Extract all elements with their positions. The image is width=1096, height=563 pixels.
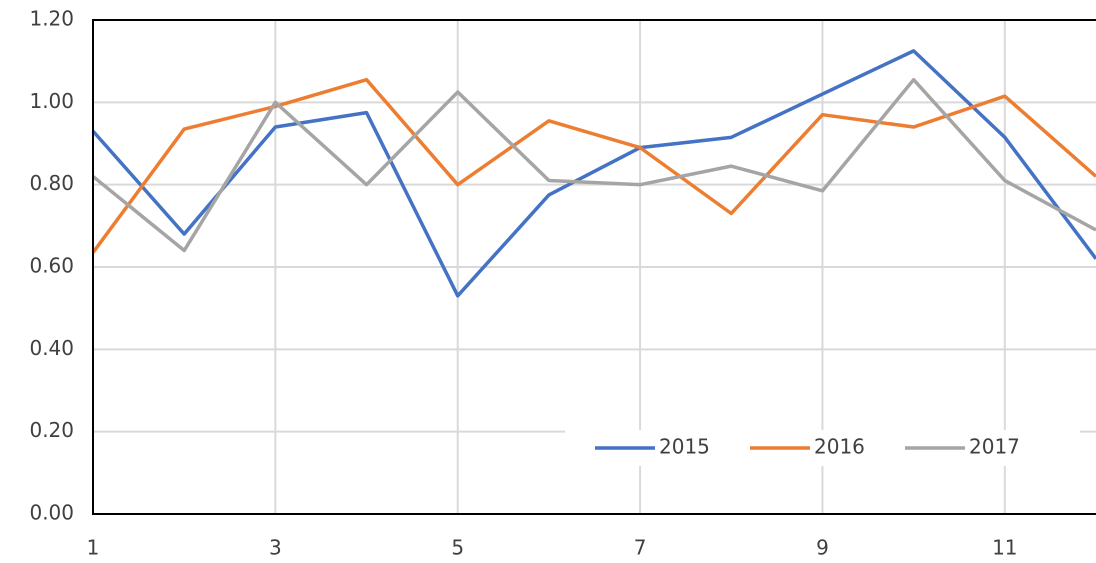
y-tick-label: 0.80 bbox=[29, 171, 74, 195]
y-tick-label: 0.60 bbox=[29, 254, 74, 278]
series-line bbox=[91, 49, 1096, 298]
legend-label: 2016 bbox=[814, 435, 865, 459]
y-tick-label: 0.20 bbox=[29, 418, 74, 442]
y-tick-label: 0.40 bbox=[29, 336, 74, 360]
y-tick-label: 1.00 bbox=[29, 89, 74, 113]
x-tick-label: 9 bbox=[816, 536, 829, 560]
x-tick-label: 11 bbox=[992, 536, 1017, 560]
x-tick-label: 7 bbox=[634, 536, 647, 560]
y-tick-label: 0.00 bbox=[29, 501, 74, 525]
x-tick-label: 3 bbox=[269, 536, 282, 560]
legend: 2015 2016 2017 bbox=[565, 430, 1080, 466]
series-line bbox=[91, 77, 1096, 254]
plot-frame bbox=[92, 19, 1096, 515]
legend-label: 2015 bbox=[659, 435, 710, 459]
legend-label: 2017 bbox=[969, 435, 1020, 459]
x-tick-label: 5 bbox=[451, 536, 464, 560]
y-tick-label: 1.20 bbox=[29, 7, 74, 31]
x-tick-label: 1 bbox=[87, 536, 100, 560]
series-line bbox=[91, 77, 1096, 253]
